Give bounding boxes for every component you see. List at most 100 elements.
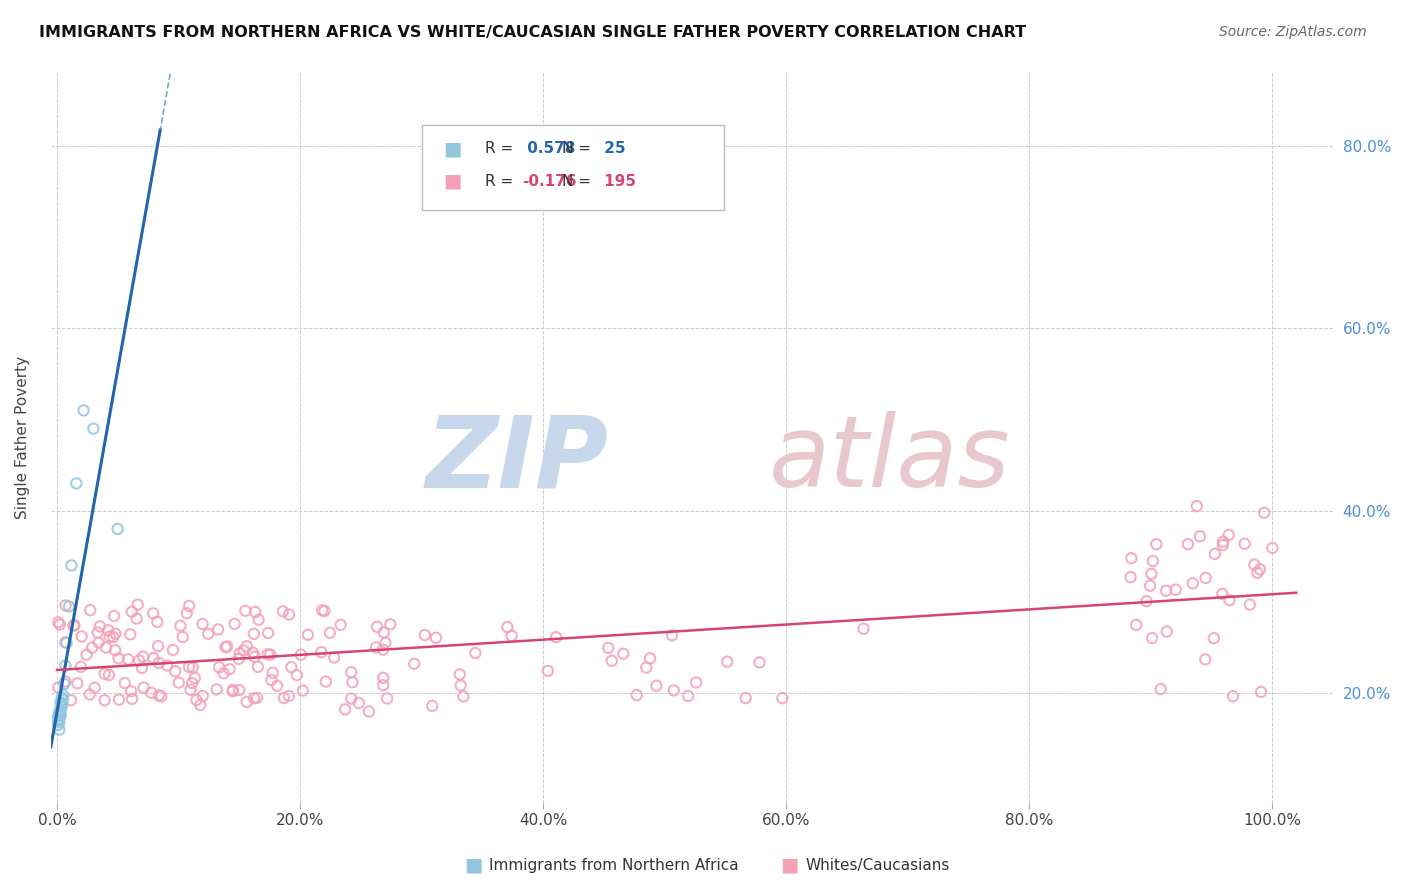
Point xyxy=(1218,528,1240,542)
Point xyxy=(70,630,93,644)
Point xyxy=(120,627,142,641)
Point xyxy=(1144,537,1167,551)
Point xyxy=(464,646,486,660)
Point xyxy=(544,630,567,644)
Point xyxy=(172,630,194,644)
Point xyxy=(278,689,301,703)
Text: R =: R = xyxy=(485,142,513,156)
Point xyxy=(329,617,352,632)
Point xyxy=(1250,685,1272,699)
Point xyxy=(247,613,270,627)
Point xyxy=(243,649,266,664)
Point xyxy=(257,626,280,640)
Point xyxy=(1194,652,1216,666)
Point xyxy=(197,627,219,641)
Point xyxy=(1150,682,1173,697)
Point xyxy=(256,648,278,662)
Point xyxy=(48,723,70,737)
Point xyxy=(188,698,211,712)
Point xyxy=(228,647,250,661)
Point xyxy=(1164,582,1187,597)
Point xyxy=(98,630,121,644)
Point xyxy=(676,689,699,703)
Point xyxy=(108,692,131,706)
Point xyxy=(131,661,153,675)
Point xyxy=(311,645,333,659)
Point xyxy=(748,656,770,670)
Point xyxy=(49,702,72,716)
Point xyxy=(1119,570,1142,584)
Point xyxy=(232,643,254,657)
Point xyxy=(205,682,228,697)
Point xyxy=(734,691,756,706)
Point xyxy=(167,675,190,690)
Point xyxy=(1185,499,1208,513)
Y-axis label: Single Father Poverty: Single Father Poverty xyxy=(15,356,30,519)
Text: atlas: atlas xyxy=(769,411,1011,508)
Text: N =: N = xyxy=(562,142,592,156)
Point xyxy=(224,616,246,631)
Text: IMMIGRANTS FROM NORTHERN AFRICA VS WHITE/CAUCASIAN SINGLE FATHER POVERTY CORRELA: IMMIGRANTS FROM NORTHERN AFRICA VS WHITE… xyxy=(39,25,1026,40)
Point xyxy=(1212,534,1234,549)
Point xyxy=(291,683,314,698)
Point xyxy=(245,605,267,619)
Point xyxy=(208,660,231,674)
Point xyxy=(221,684,243,698)
Point xyxy=(1125,617,1147,632)
Point xyxy=(117,652,139,666)
Point xyxy=(243,691,266,706)
Point xyxy=(1135,594,1157,608)
Point xyxy=(76,648,98,662)
Point xyxy=(87,636,110,650)
Point xyxy=(63,618,86,632)
Point xyxy=(181,676,204,690)
Point xyxy=(374,636,396,650)
Point xyxy=(373,678,395,692)
Point xyxy=(311,603,333,617)
Point xyxy=(53,674,76,689)
Point xyxy=(413,628,436,642)
Point xyxy=(156,658,179,673)
Point xyxy=(66,676,89,690)
Point xyxy=(496,620,519,634)
Point xyxy=(373,671,395,685)
Point xyxy=(371,642,394,657)
Point xyxy=(104,643,127,657)
Point xyxy=(48,715,70,730)
Point xyxy=(48,681,70,695)
Point xyxy=(612,647,634,661)
Point xyxy=(177,660,200,674)
Point xyxy=(79,688,101,702)
Point xyxy=(259,648,281,662)
Point xyxy=(94,640,117,655)
Point xyxy=(48,617,70,632)
Point xyxy=(1139,579,1161,593)
Point xyxy=(1188,529,1211,543)
Point xyxy=(69,660,91,674)
Text: ZIP: ZIP xyxy=(426,411,609,508)
Point xyxy=(364,640,387,655)
Point xyxy=(638,651,661,665)
Point xyxy=(141,686,163,700)
Point xyxy=(98,668,121,682)
Point xyxy=(236,639,259,653)
Point xyxy=(165,664,187,678)
Point xyxy=(1243,558,1265,572)
Point xyxy=(645,679,668,693)
Point xyxy=(184,671,207,685)
Point xyxy=(278,607,301,622)
Point xyxy=(1121,551,1143,566)
Point xyxy=(662,683,685,698)
Point xyxy=(246,690,269,705)
Point xyxy=(1253,506,1275,520)
Point xyxy=(89,619,111,633)
Point xyxy=(420,698,443,713)
Point xyxy=(107,651,129,665)
Text: N =: N = xyxy=(562,174,592,188)
Text: Immigrants from Northern Africa: Immigrants from Northern Africa xyxy=(489,858,740,872)
Point xyxy=(537,664,560,678)
Point xyxy=(83,681,105,695)
Point xyxy=(212,666,235,681)
Point xyxy=(125,612,148,626)
Point xyxy=(55,658,77,673)
